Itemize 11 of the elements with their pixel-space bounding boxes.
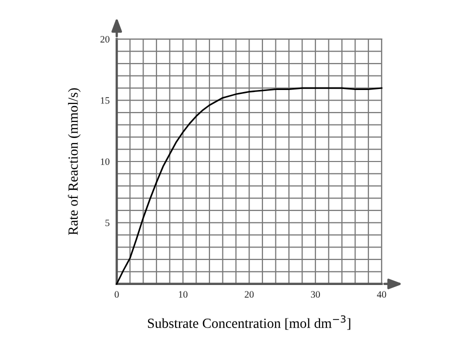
y-tick-label: 15 [100, 97, 110, 104]
x-tick-label: 20 [244, 291, 254, 298]
y-tick-label: 10 [100, 158, 110, 165]
x-tick-label: 0 [114, 291, 119, 298]
y-tick-label: 20 [100, 36, 110, 43]
x-tick-label: 40 [376, 291, 386, 298]
y-axis-title: Rate of Reaction (mmol/s) [68, 88, 81, 235]
x-tick-label: 30 [311, 291, 320, 298]
y-tick-label: 5 [106, 220, 110, 226]
x-axis-title: Substrate Concentration [mol dm$^{−3}$] [148, 315, 350, 330]
x-tick-label: 10 [178, 291, 188, 298]
